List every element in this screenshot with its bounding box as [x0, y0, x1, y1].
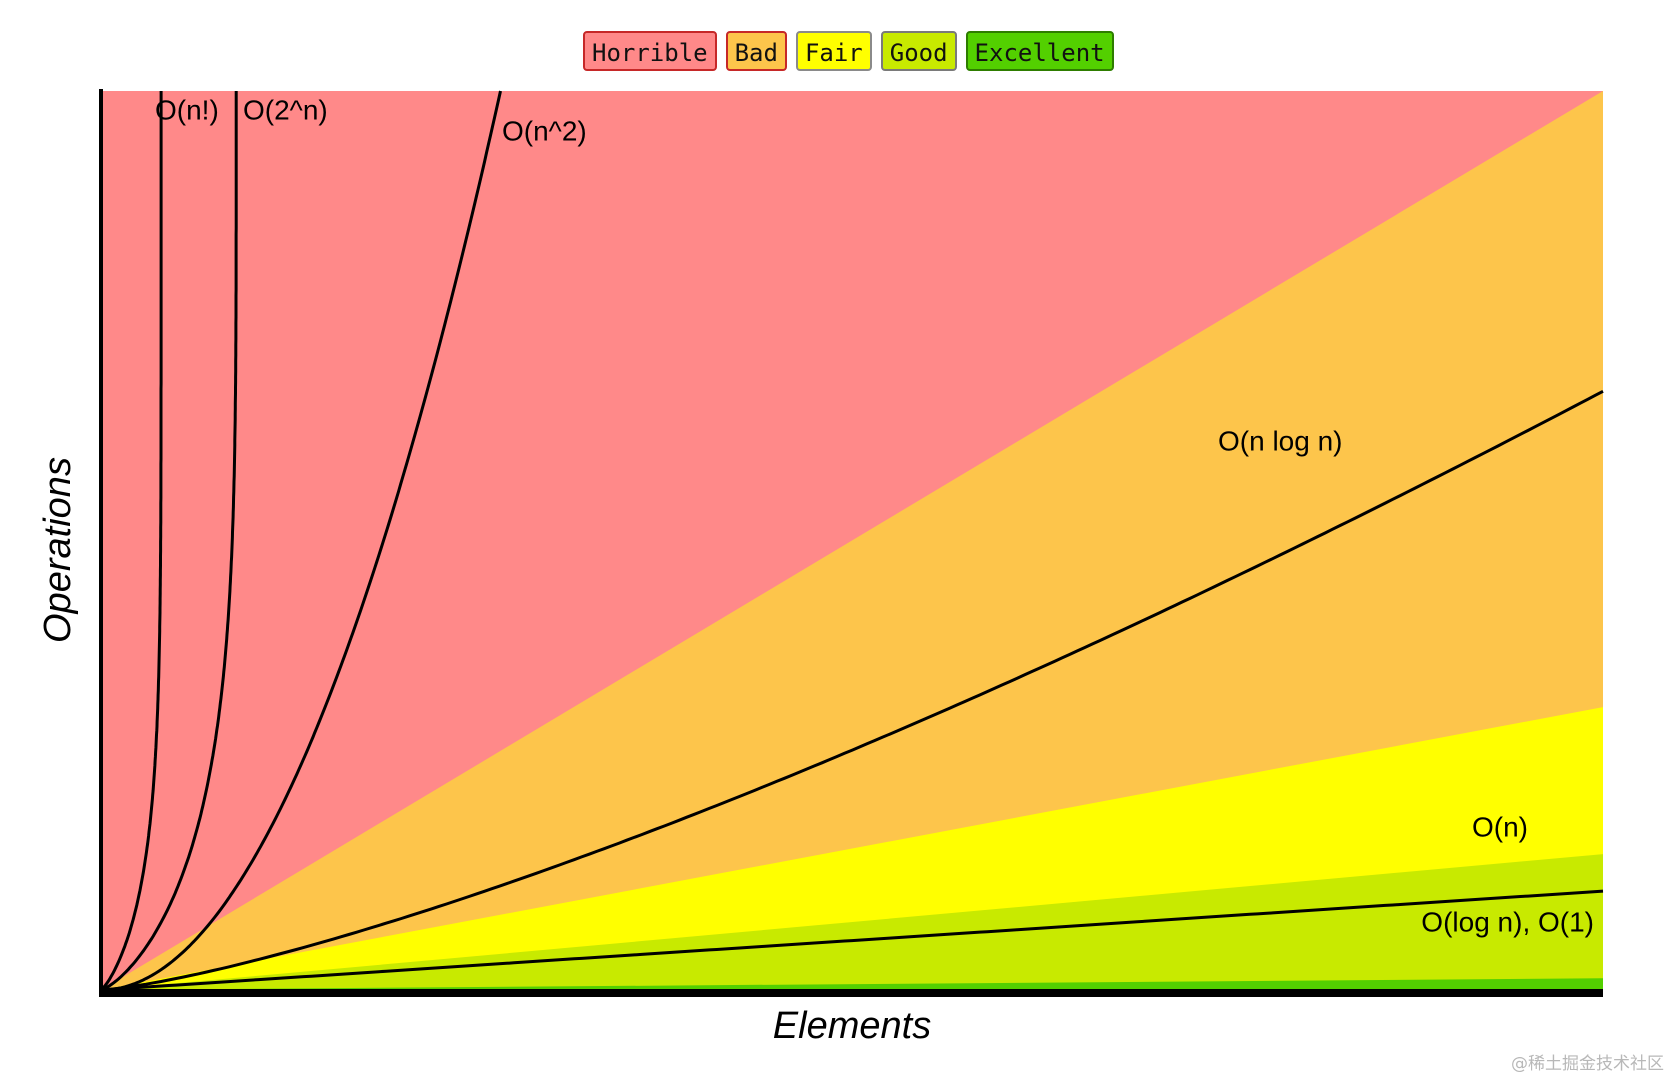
- region-bad: [101, 91, 1603, 990]
- curve-2: [101, 90, 502, 992]
- curve-0: [100, 91, 163, 992]
- region-excellent: [101, 978, 1603, 990]
- region-good: [101, 854, 1603, 990]
- curve-label-3: O(n log n): [1218, 425, 1343, 456]
- watermark: @稀土掘金技术社区: [1511, 1054, 1664, 1074]
- y-axis-label: Operations: [37, 457, 79, 643]
- curve-4: [100, 889, 1604, 992]
- curve-3: [100, 389, 1604, 992]
- curve-label-4: O(n): [1472, 811, 1528, 842]
- legend-item-good: Good: [880, 31, 957, 71]
- curve-label-layer: O(n!) O(2^n) O(n^2) O(n log n) O(n) O(log n),…: [155, 94, 1594, 937]
- curve-label-1: O(2^n): [243, 94, 328, 125]
- legend-item-excellent: Excellent: [965, 31, 1114, 71]
- curve-layer: [100, 90, 1604, 992]
- axes-layer: [99, 89, 1603, 997]
- region-layer: [101, 91, 1603, 990]
- chart-legend: Horrible Bad Fair Good Excellent: [583, 31, 1114, 71]
- curve-label-5: O(log n), O(1): [1421, 906, 1594, 937]
- curve-1: [100, 91, 238, 992]
- legend-item-horrible: Horrible: [583, 31, 717, 71]
- x-axis-label: Elements: [773, 1005, 931, 1047]
- legend-item-fair: Fair: [795, 31, 872, 71]
- curve-label-2: O(n^2): [502, 115, 587, 146]
- legend-item-bad: Bad: [725, 31, 787, 71]
- curve-label-0: O(n!): [155, 94, 219, 125]
